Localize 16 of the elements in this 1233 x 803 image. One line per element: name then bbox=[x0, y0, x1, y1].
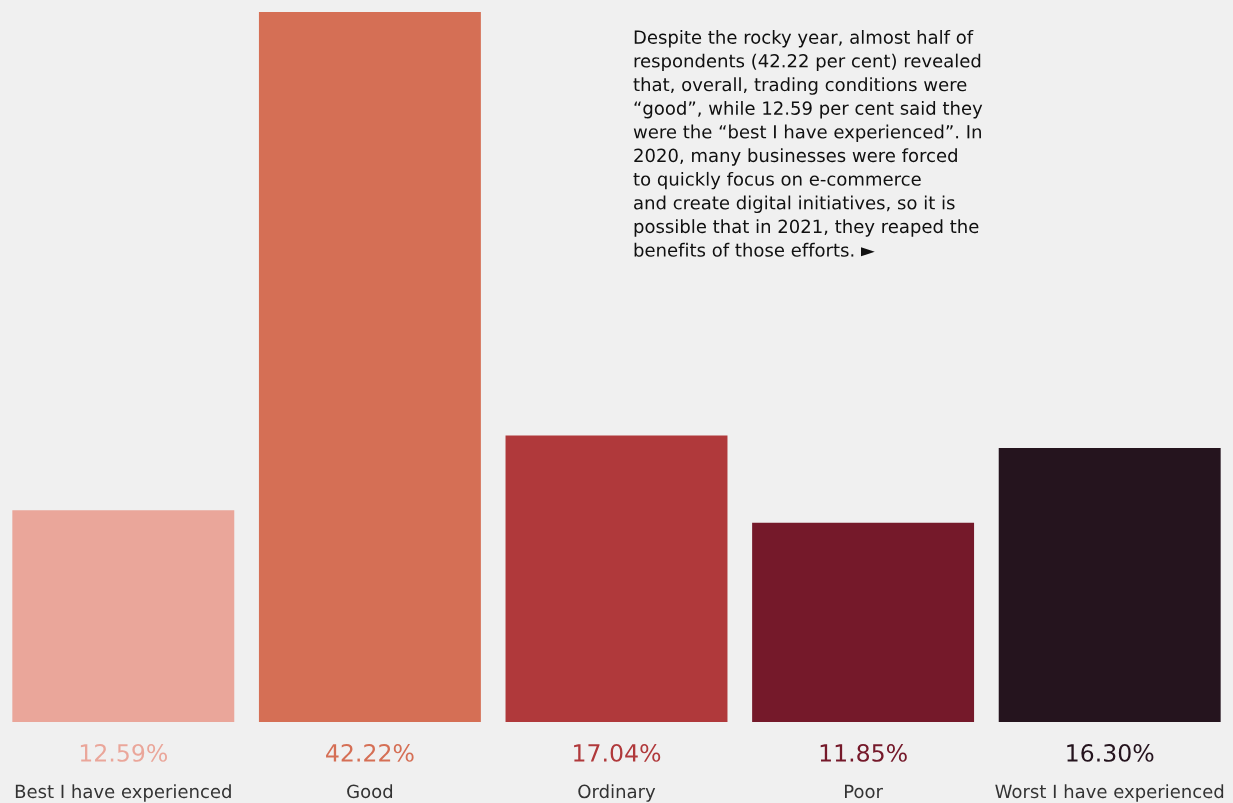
x-tick-label: Ordinary bbox=[578, 784, 656, 802]
data-label: 12.59% bbox=[80, 743, 168, 762]
x-tick-label: Poor bbox=[845, 784, 883, 799]
bar bbox=[258, 12, 481, 722]
x-tick-label: Good bbox=[347, 784, 393, 799]
bar bbox=[12, 510, 235, 722]
data-label: 16.30% bbox=[1067, 743, 1154, 762]
data-label: 17.04% bbox=[574, 743, 661, 762]
bar bbox=[998, 447, 1221, 722]
text: Despite the rocky year, almost half of respondents (42.22 per cent) revealed that, overall, trading conditions were “good”, while 12.59 per cent said they were the “best I have experienced”. In 2020, many businesses were forced to quickly focus on e-commerce and create digital initiatives, so it is possible that in 2021, they reaped the benefits of those efforts. ► bbox=[633, 30, 983, 257]
data-label: 42.22% bbox=[326, 743, 414, 762]
bar bbox=[752, 522, 975, 722]
bar bbox=[505, 435, 728, 722]
x-tick-label: Best I have experienced bbox=[15, 784, 231, 802]
data-label: 11.85% bbox=[820, 743, 907, 762]
x-tick-label: Worst I have experienced bbox=[995, 784, 1224, 802]
